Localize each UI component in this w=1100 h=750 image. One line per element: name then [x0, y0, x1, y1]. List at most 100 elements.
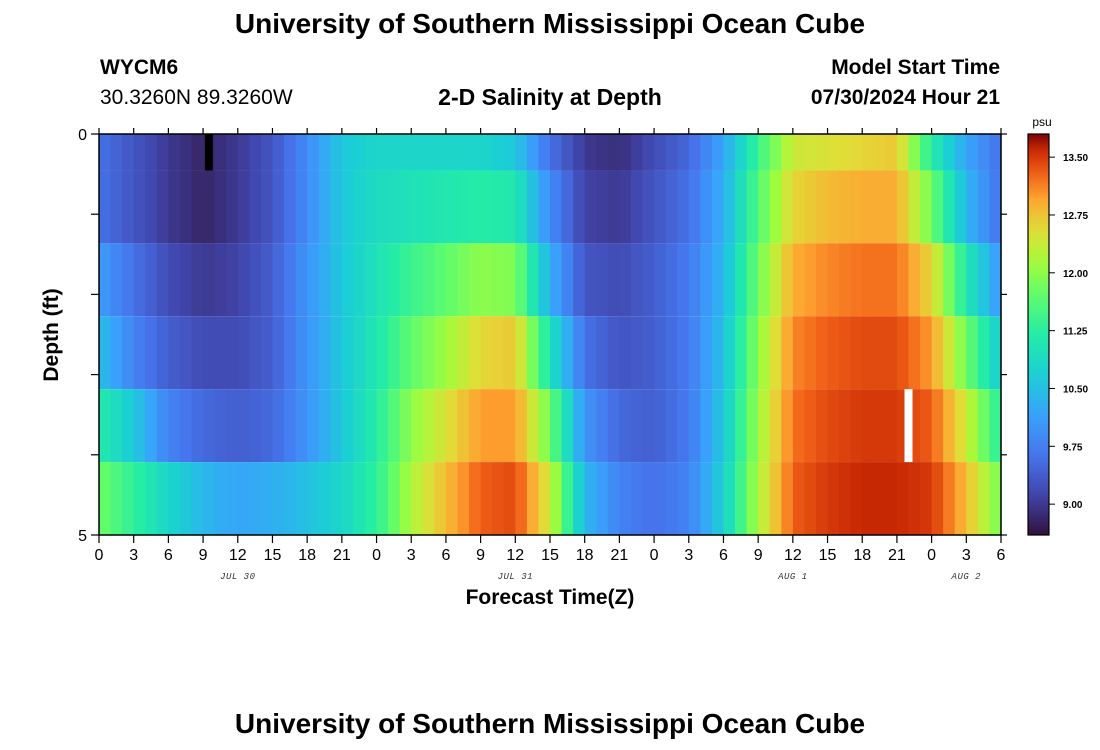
heatmap-cell: [596, 134, 609, 171]
heatmap-cell: [341, 134, 355, 171]
heatmap-cell: [896, 134, 910, 171]
y-tick-label: 5: [78, 528, 87, 545]
heatmap-cell: [249, 243, 262, 317]
heatmap-cell: [122, 134, 135, 171]
date-label: JUL 30: [220, 572, 256, 582]
heatmap-cell: [550, 389, 563, 463]
heatmap-cell: [214, 243, 227, 317]
missing-data-marker: [204, 134, 213, 171]
heatmap-cell: [654, 316, 667, 390]
heatmap-cell: [896, 316, 910, 390]
heatmap-cell: [943, 170, 956, 244]
heatmap-cell: [850, 316, 863, 390]
heatmap-cell: [503, 134, 516, 171]
heatmap-cell: [989, 170, 1002, 244]
heatmap-cell: [954, 462, 967, 535]
heatmap-cell: [515, 462, 528, 535]
heatmap-cell: [665, 134, 678, 171]
heatmap-cell: [688, 243, 701, 317]
heatmap-cell: [492, 134, 505, 171]
heatmap-cell: [364, 170, 378, 244]
heatmap-cell: [295, 134, 308, 171]
heatmap-cell: [515, 170, 528, 244]
heatmap-cell: [168, 389, 181, 463]
heatmap-cell: [515, 316, 528, 390]
x-tick-label: 9: [754, 547, 763, 564]
heatmap-cell: [445, 316, 459, 390]
heatmap-cell: [573, 170, 586, 244]
heatmap-cell: [862, 389, 875, 463]
heatmap-cell: [526, 316, 540, 390]
heatmap-cell: [850, 170, 863, 244]
heatmap-cell: [203, 243, 216, 317]
heatmap-cell: [330, 170, 343, 244]
colorbar-tick-label: 9.75: [1063, 442, 1083, 453]
heatmap-cell: [573, 134, 586, 171]
heatmap-cell: [954, 243, 967, 317]
heatmap-cell: [804, 134, 817, 171]
heatmap-cell: [943, 462, 956, 535]
heatmap-cell: [364, 316, 378, 390]
heatmap-cell: [607, 389, 620, 463]
heatmap-cell: [330, 243, 343, 317]
heatmap-cell: [654, 462, 667, 535]
heatmap-cell: [341, 170, 355, 244]
heatmap-cell: [191, 134, 204, 171]
heatmap-cell: [954, 316, 967, 390]
heatmap-cell: [110, 316, 123, 390]
heatmap-cell: [145, 389, 158, 463]
heatmap-cell: [388, 243, 401, 317]
x-tick-label: 12: [506, 547, 524, 564]
heatmap-cell: [630, 134, 644, 171]
heatmap-cell: [434, 134, 447, 171]
heatmap-cell: [307, 170, 320, 244]
heatmap-cell: [249, 170, 262, 244]
heatmap-cell: [388, 134, 401, 171]
heatmap-cell: [226, 389, 239, 463]
heatmap-cell: [746, 389, 759, 463]
heatmap-cell: [457, 316, 470, 390]
heatmap-cell: [480, 243, 493, 317]
heatmap-cell: [341, 462, 355, 535]
heatmap-cell: [422, 462, 435, 535]
heatmap-cell: [353, 462, 366, 535]
heatmap-cell: [746, 462, 759, 535]
heatmap-cell: [746, 134, 759, 171]
x-tick-label: 12: [229, 547, 247, 564]
heatmap-cell: [203, 316, 216, 390]
heatmap-cell: [179, 462, 193, 535]
heatmap-cell: [711, 243, 725, 317]
heatmap-cell: [700, 316, 713, 390]
heatmap-cell: [260, 170, 274, 244]
heatmap-cell: [179, 389, 193, 463]
heatmap-cell: [966, 316, 979, 390]
heatmap-cell: [977, 462, 991, 535]
heatmap-cell: [607, 134, 620, 171]
heatmap-cell: [469, 170, 482, 244]
heatmap-cell: [966, 389, 979, 463]
heatmap-cell: [677, 243, 690, 317]
heatmap-cell: [469, 389, 482, 463]
heatmap-cell: [330, 462, 343, 535]
heatmap-cell: [122, 316, 135, 390]
heatmap-cell: [839, 389, 852, 463]
heatmap-cell: [711, 134, 725, 171]
heatmap-cell: [214, 389, 227, 463]
heatmap-cell: [133, 243, 146, 317]
heatmap-cell: [677, 170, 690, 244]
heatmap-cell: [364, 243, 378, 317]
heatmap-cell: [318, 243, 331, 317]
heatmap-cell: [480, 316, 493, 390]
heatmap-cell: [723, 389, 736, 463]
heatmap-cell: [735, 389, 748, 463]
heatmap-cell: [815, 134, 829, 171]
x-tick-label: 21: [888, 547, 906, 564]
heatmap-cell: [827, 170, 840, 244]
heatmap-cell: [642, 462, 655, 535]
heatmap-cell: [804, 462, 817, 535]
heatmap-cell: [99, 134, 112, 171]
heatmap-cell: [145, 243, 158, 317]
heatmap-cell: [873, 316, 886, 390]
heatmap-cell: [353, 243, 366, 317]
model-start-time: 07/30/2024 Hour 21: [810, 86, 1000, 109]
